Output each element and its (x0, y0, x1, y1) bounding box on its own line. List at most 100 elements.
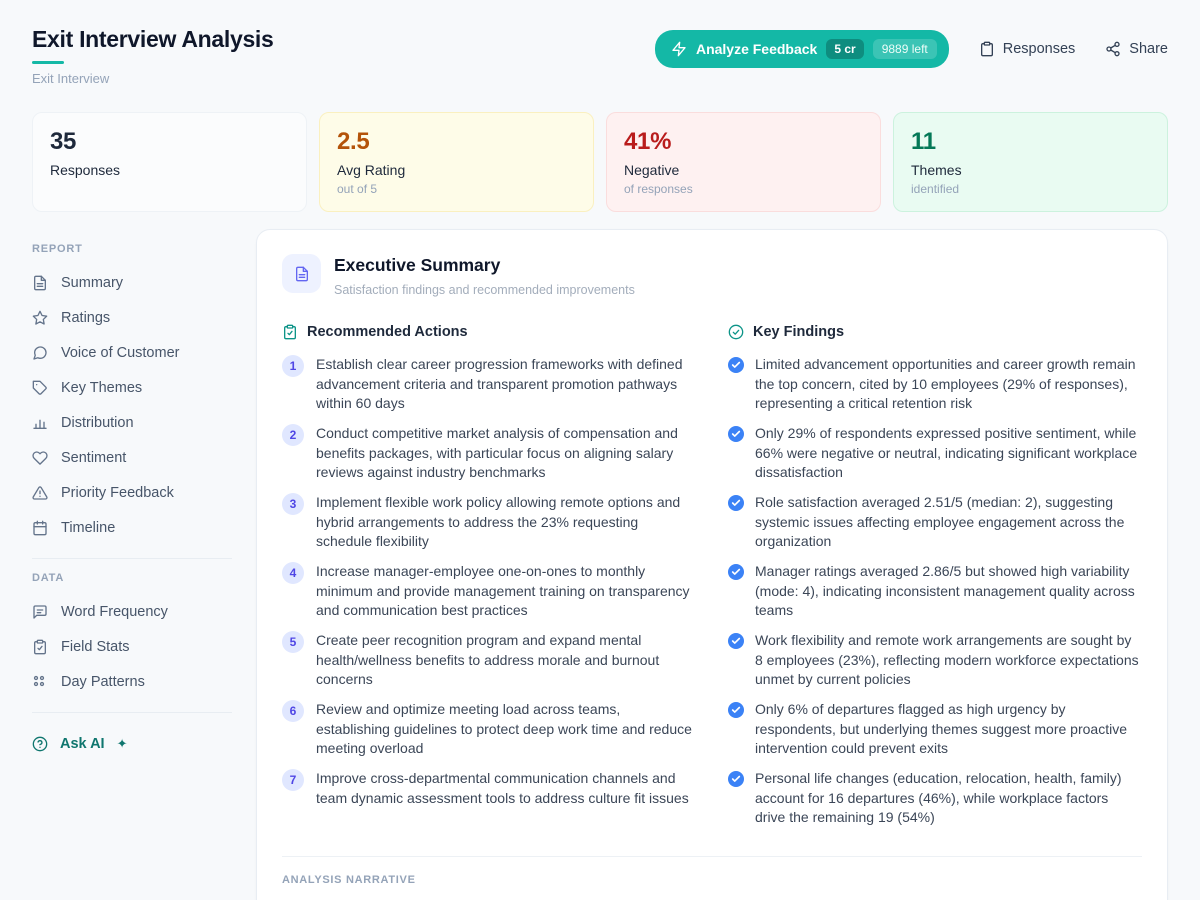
sidebar-report-heading: REPORT (32, 243, 83, 255)
stat-sublabel: out of 5 (337, 182, 378, 196)
key-findings-list: Limited advancement opportunities and ca… (728, 355, 1142, 828)
analyze-feedback-button[interactable]: Analyze Feedback 5 cr 9889 left (654, 30, 949, 68)
sidebar-item[interactable]: Priority Feedback (32, 475, 232, 510)
message-circle-icon (32, 345, 48, 361)
sidebar-data-heading: DATA (32, 572, 65, 584)
sidebar-item[interactable]: Word Frequency (32, 594, 232, 629)
sidebar-item-label: Timeline (61, 519, 116, 536)
share-icon (1105, 41, 1121, 57)
tag-icon (32, 380, 48, 396)
stat-sublabel: of responses (624, 182, 693, 196)
stat-label: Negative (624, 162, 680, 178)
stat-value: 2.5 (337, 128, 370, 155)
action-number-badge: 7 (282, 769, 304, 791)
ask-ai-button[interactable]: Ask AI ✦ (32, 726, 232, 762)
action-number-badge: 4 (282, 562, 304, 584)
divider (32, 712, 232, 713)
action-number-badge: 6 (282, 700, 304, 722)
action-text: Create peer recognition program and expa… (316, 632, 660, 687)
analysis-narrative-heading: ANALYSIS NARRATIVE (282, 874, 416, 886)
recommended-actions-list: 1 Establish clear career progression fra… (282, 355, 696, 808)
action-text: Establish clear career progression frame… (316, 356, 683, 411)
stat-card: 41% Negative of responses (606, 112, 881, 212)
panel-subtitle: Satisfaction findings and recommended im… (334, 283, 635, 297)
star-icon (32, 310, 48, 326)
page-title: Exit Interview Analysis (32, 26, 274, 52)
breadcrumb: Exit Interview (32, 71, 110, 86)
finding-text: Work flexibility and remote work arrange… (755, 632, 1139, 687)
sidebar-item-label: Sentiment (61, 449, 127, 466)
sidebar-item[interactable]: Timeline (32, 510, 232, 545)
action-item: 7 Improve cross-departmental communicati… (282, 769, 696, 808)
finding-text: Only 29% of respondents expressed positi… (755, 425, 1138, 480)
executive-summary-panel: Executive Summary Satisfaction findings … (256, 229, 1168, 900)
zap-icon (671, 41, 687, 57)
sparkle-icon: ✦ (116, 736, 128, 751)
responses-button[interactable]: Responses (979, 41, 1075, 57)
sidebar-data-list: Word Frequency Field Stats Day Patterns (32, 594, 232, 699)
grid-dots-icon (32, 674, 48, 690)
check-icon (728, 495, 744, 511)
action-item: 6 Review and optimize meeting load acros… (282, 700, 696, 759)
share-label: Share (1129, 41, 1168, 57)
finding-item: Only 6% of departures flagged as high ur… (728, 700, 1142, 759)
sidebar-report-list: Summary Ratings Voice of Customer (32, 265, 232, 545)
file-text-icon (294, 266, 310, 282)
stat-card: 2.5 Avg Rating out of 5 (319, 112, 594, 212)
document-icon-box (282, 254, 321, 293)
share-button[interactable]: Share (1105, 41, 1168, 57)
sidebar-item-label: Key Themes (61, 379, 143, 396)
finding-text: Manager ratings averaged 2.86/5 but show… (755, 563, 1135, 618)
action-number-badge: 2 (282, 424, 304, 446)
recommended-actions-title: Recommended Actions (307, 324, 468, 340)
finding-item: Only 29% of respondents expressed positi… (728, 424, 1142, 483)
sidebar-item[interactable]: Summary (32, 265, 232, 300)
analyze-feedback-label: Analyze Feedback (695, 41, 818, 57)
action-text: Increase manager-employee one-on-ones to… (316, 563, 690, 618)
clipboard-check-icon (32, 639, 48, 655)
sidebar-item-label: Ratings (61, 309, 111, 326)
sidebar-item[interactable]: Ratings (32, 300, 232, 335)
message-square-icon (32, 604, 48, 620)
sidebar-item[interactable]: Day Patterns (32, 664, 232, 699)
sidebar-item[interactable]: Distribution (32, 405, 232, 440)
alert-triangle-icon (32, 485, 48, 501)
sidebar-item[interactable]: Voice of Customer (32, 335, 232, 370)
key-findings-header: Key Findings (728, 324, 1142, 340)
heart-icon (32, 450, 48, 466)
action-item: 2 Conduct competitive market analysis of… (282, 424, 696, 483)
sidebar-item-label: Day Patterns (61, 673, 145, 690)
stat-value: 35 (50, 128, 77, 155)
key-findings-title: Key Findings (753, 324, 845, 340)
sidebar-item[interactable]: Key Themes (32, 370, 232, 405)
help-circle-icon (32, 736, 48, 752)
clipboard-icon (979, 41, 995, 57)
stat-cards-row: 35 Responses 2.5 Avg Rating out of 5 41%… (32, 112, 1168, 212)
stat-card: 11 Themes identified (893, 112, 1168, 212)
sidebar: REPORT Summary Ratings Voice (32, 229, 256, 762)
recommended-actions-header: Recommended Actions (282, 324, 696, 340)
calendar-icon (32, 520, 48, 536)
sidebar-item[interactable]: Sentiment (32, 440, 232, 475)
sidebar-item-label: Voice of Customer (61, 344, 180, 361)
action-item: 3 Implement flexible work policy allowin… (282, 493, 696, 552)
finding-item: Personal life changes (education, reloca… (728, 769, 1142, 828)
stat-label: Avg Rating (337, 162, 406, 178)
divider (32, 558, 232, 559)
header: Exit Interview Analysis Exit Interview A… (32, 0, 1168, 86)
clipboard-check-icon (282, 324, 298, 340)
action-number-badge: 1 (282, 355, 304, 377)
check-icon (728, 357, 744, 373)
sidebar-item-label: Distribution (61, 414, 134, 431)
header-left: Exit Interview Analysis Exit Interview (32, 26, 274, 86)
finding-item: Manager ratings averaged 2.86/5 but show… (728, 562, 1142, 621)
sidebar-item[interactable]: Field Stats (32, 629, 232, 664)
bar-chart-icon (32, 415, 48, 431)
ask-ai-label: Ask AI (60, 736, 105, 752)
stat-label: Themes (911, 162, 962, 178)
stat-value: 11 (911, 128, 936, 155)
finding-item: Limited advancement opportunities and ca… (728, 355, 1142, 414)
action-text: Review and optimize meeting load across … (316, 701, 692, 756)
check-icon (728, 426, 744, 442)
